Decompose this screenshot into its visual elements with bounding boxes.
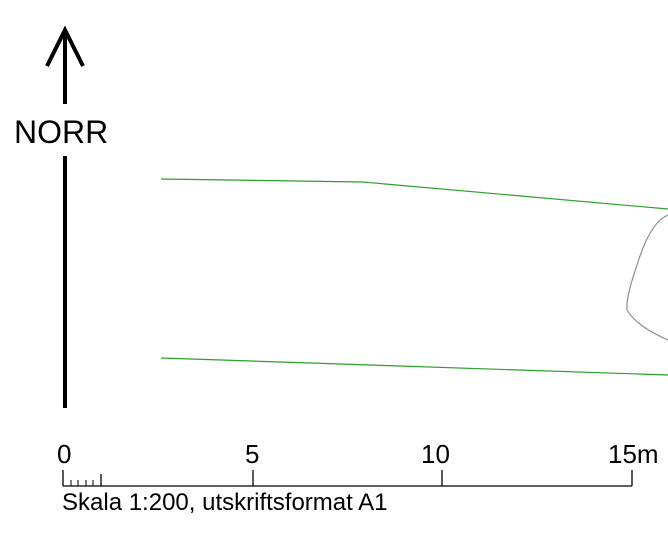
feature-outline-shape — [626, 214, 668, 341]
scale-tick-label-10: 10 — [421, 439, 450, 469]
north-arrow — [45, 25, 85, 408]
north-label: NORR — [14, 114, 109, 150]
north-arrowhead-icon — [45, 25, 85, 67]
scale-tick-label-5: 5 — [245, 439, 260, 469]
boundary-line-upper — [160, 178, 668, 210]
scale-tick-label-0: 0 — [57, 439, 72, 469]
scale-caption: Skala 1:200, utskriftsformat A1 — [62, 489, 388, 516]
boundary-line-lower — [160, 357, 668, 376]
scale-bar — [62, 470, 633, 487]
scale-tick-label-15m: 15m — [608, 439, 659, 469]
